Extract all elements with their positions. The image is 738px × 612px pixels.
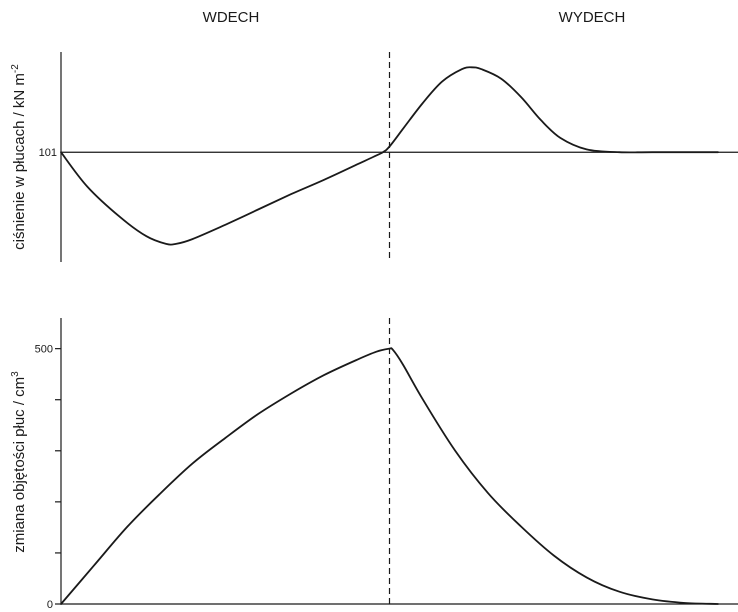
pressure-axis-label-main: ciśnienie w płucach / kN m — [11, 73, 28, 250]
volume-tick-label: 500 — [35, 344, 53, 356]
volume-panel: 500 0 zmiana objętości płuc / cm3 — [10, 318, 738, 611]
pressure-axis-label-superscript: -2 — [10, 64, 21, 73]
volume-ticks: 500 0 — [35, 344, 61, 611]
pressure-curve — [60, 66, 719, 246]
pressure-axis-label: ciśnienie w płucach / kN m-2 — [10, 64, 28, 250]
pressure-tick-label: 101 — [39, 147, 57, 159]
volume-axis-label-superscript: 3 — [10, 371, 21, 377]
phase-label-exhale: WYDECH — [559, 9, 626, 26]
pressure-tick-labels: 101 — [39, 147, 57, 159]
volume-curve — [60, 347, 719, 605]
volume-tick-label: 0 — [47, 599, 53, 611]
volume-axis-label-main: zmiana objętości płuc / cm — [11, 377, 28, 553]
volume-axis-label: zmiana objętości płuc / cm3 — [10, 371, 28, 553]
phase-label-inhale: WDECH — [203, 9, 260, 26]
pressure-panel: 101 ciśnienie w płucach / kN m-2 — [10, 52, 738, 262]
